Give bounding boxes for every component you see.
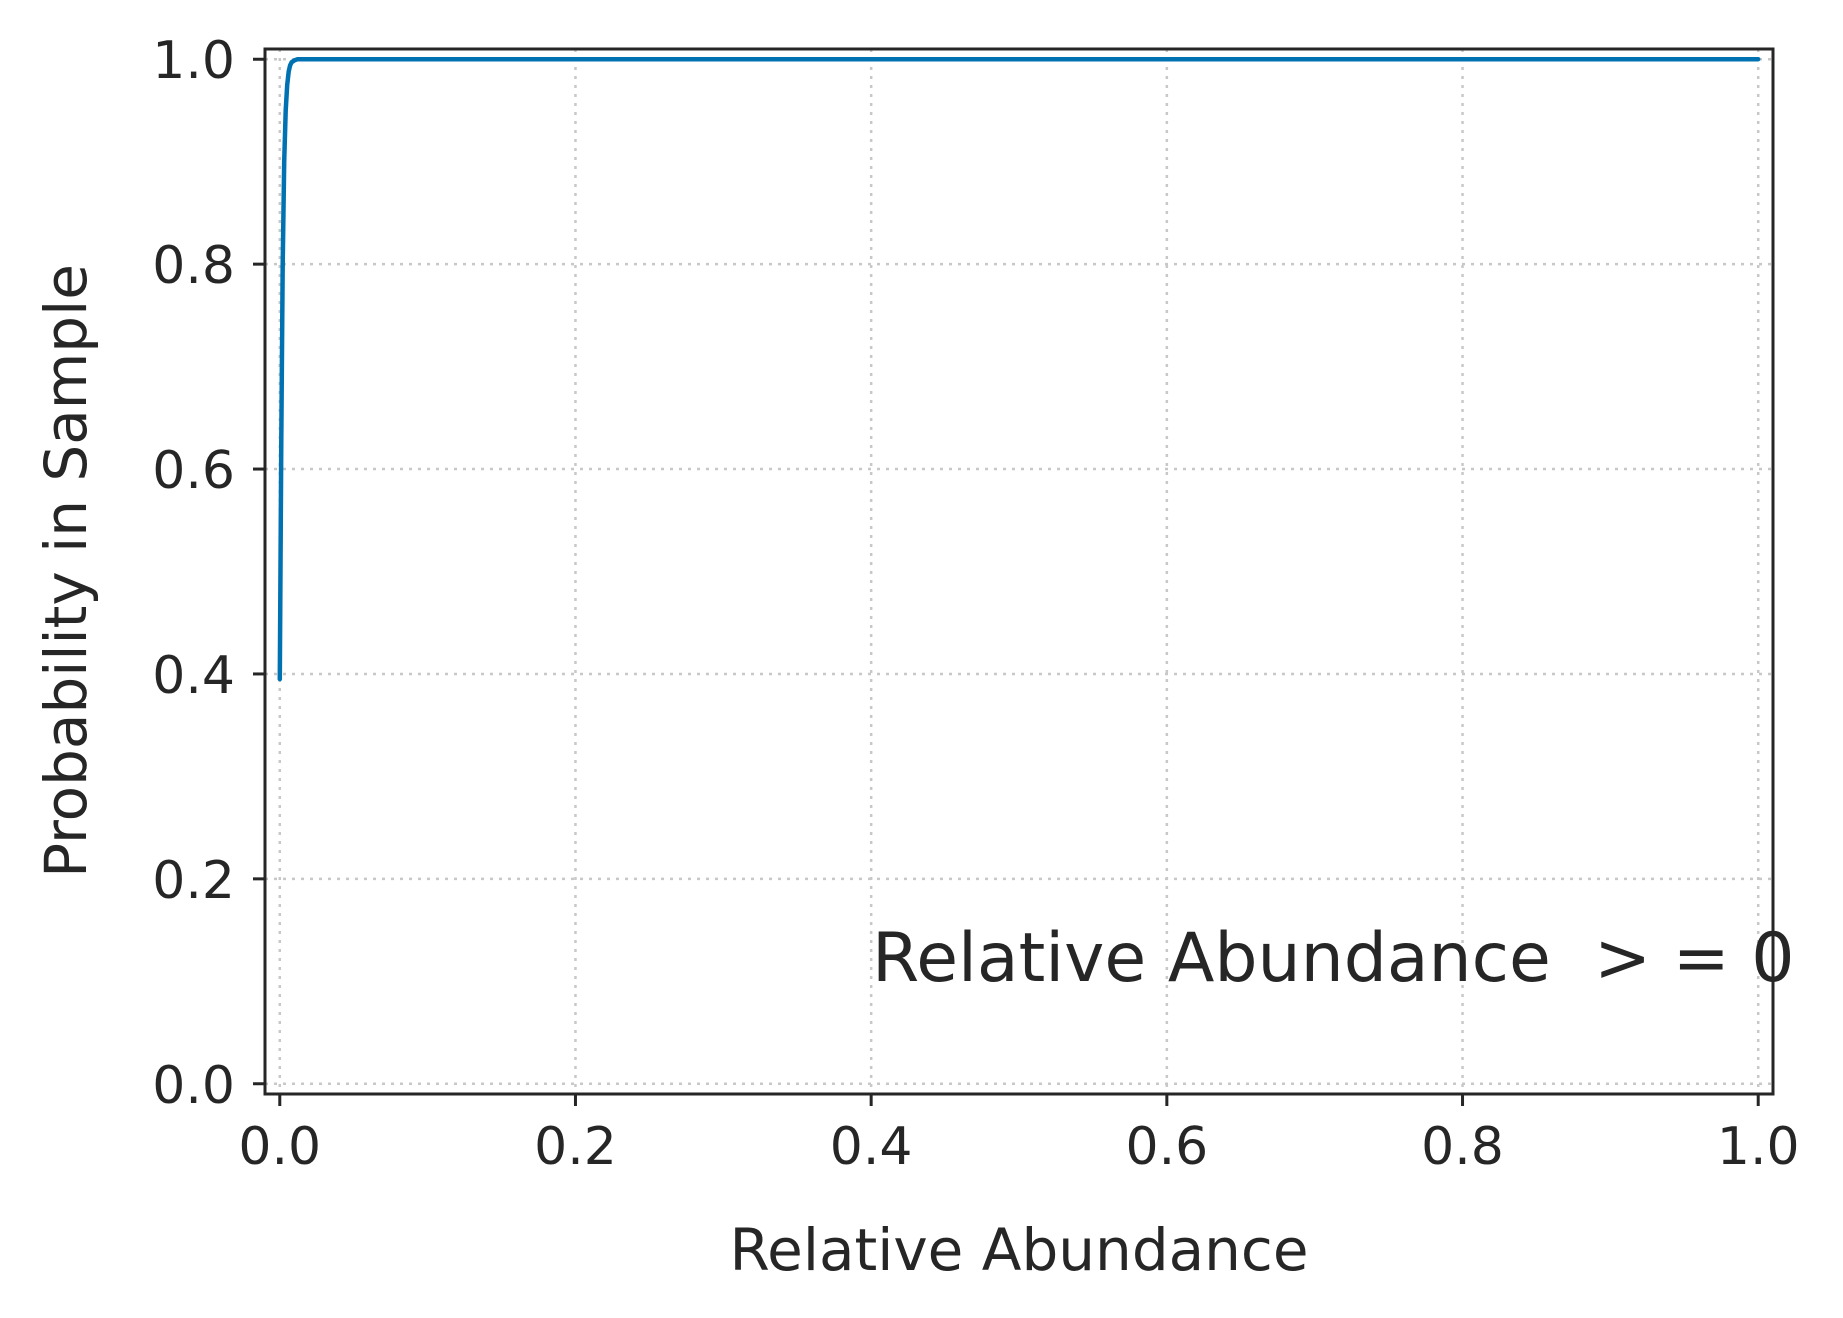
y-tick-label: 1.0: [152, 31, 235, 91]
axes-frame: [263, 47, 1775, 1096]
y-tick-label: 0.6: [152, 441, 235, 501]
x-tick-label: 0.8: [1421, 1117, 1504, 1177]
annotation-text: Relative Abundance > = 0: [872, 919, 1795, 998]
x-axis: 0.0 0.2 0.4 0.6 0.8 1.0: [238, 1094, 1800, 1177]
y-tick-label: 0.0: [152, 1056, 235, 1116]
series-line: [277, 56, 1761, 682]
plot-area: [277, 56, 1761, 682]
x-tick-label: 0.6: [1125, 1117, 1208, 1177]
y-tick-label: 0.8: [152, 236, 235, 296]
y-axis: 0.0 0.2 0.4 0.6 0.8 1.0: [152, 31, 265, 1116]
y-tick-label: 0.4: [152, 646, 235, 706]
x-tick-label: 0.4: [830, 1117, 913, 1177]
y-tick-label: 0.2: [152, 851, 235, 911]
x-tick-label: 1.0: [1717, 1117, 1800, 1177]
x-tick-label: 0.0: [238, 1117, 321, 1177]
y-axis-label: Probability in Sample: [32, 264, 100, 878]
x-tick-label: 0.2: [534, 1117, 617, 1177]
x-axis-label: Relative Abundance: [729, 1216, 1308, 1284]
